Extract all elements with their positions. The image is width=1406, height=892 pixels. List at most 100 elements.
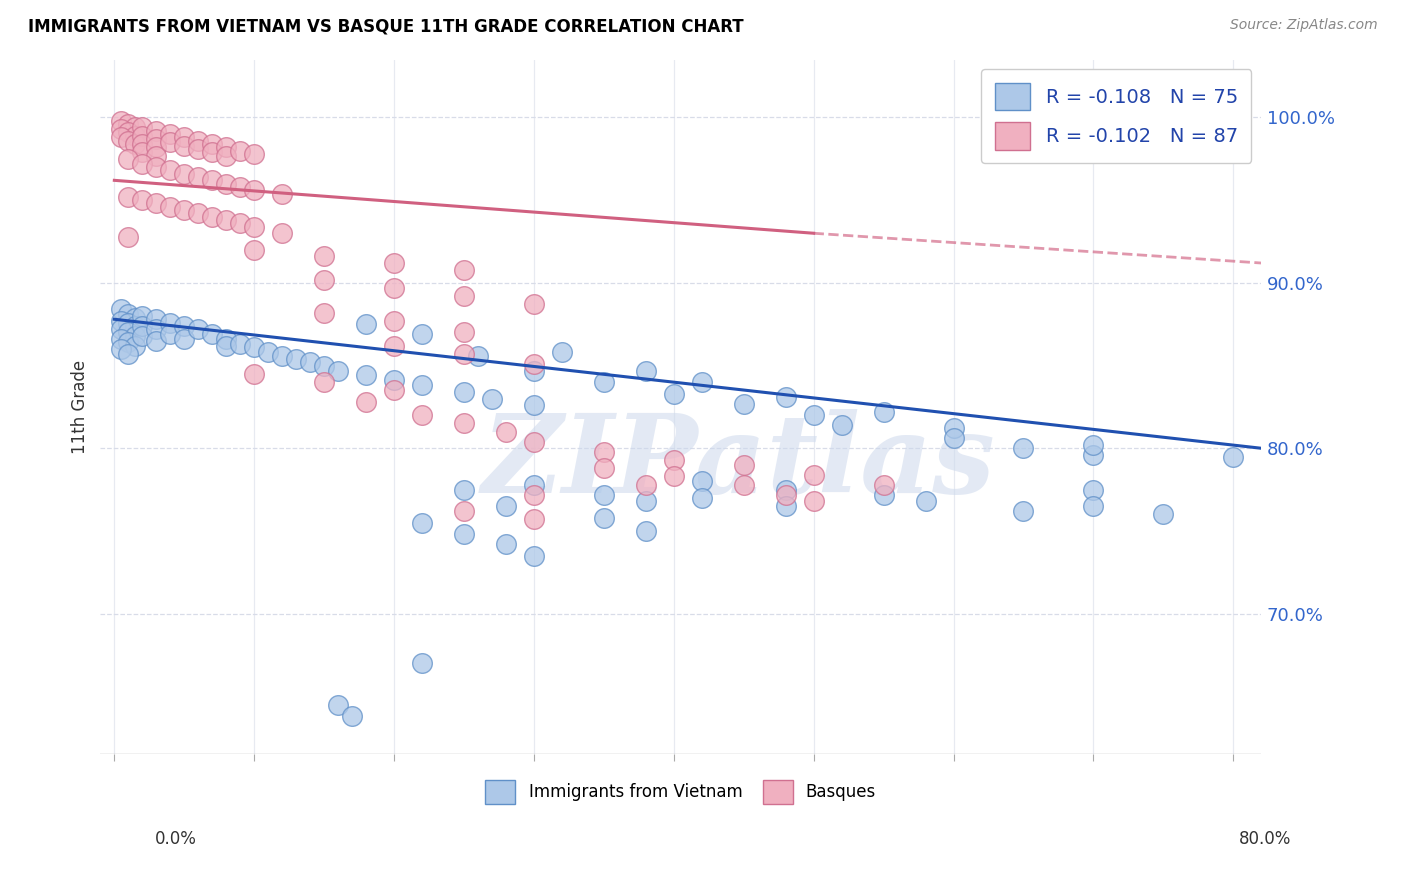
Point xyxy=(326,363,349,377)
Point xyxy=(453,326,475,340)
Point xyxy=(803,494,825,508)
Point xyxy=(271,186,294,201)
Point xyxy=(243,183,266,197)
Point xyxy=(662,386,685,401)
Point xyxy=(124,328,146,343)
Point xyxy=(117,347,139,361)
Point xyxy=(124,128,146,143)
Point xyxy=(201,210,224,224)
Y-axis label: 11th Grade: 11th Grade xyxy=(72,359,89,454)
Point xyxy=(495,425,517,439)
Point xyxy=(775,390,797,404)
Point xyxy=(314,249,336,263)
Point xyxy=(523,434,546,449)
Point xyxy=(411,408,433,422)
Point xyxy=(243,340,266,354)
Point xyxy=(299,355,322,369)
Point xyxy=(243,243,266,257)
Point xyxy=(481,392,503,406)
Point xyxy=(117,117,139,131)
Point xyxy=(495,499,517,513)
Point xyxy=(131,120,153,135)
Point xyxy=(110,342,132,356)
Point xyxy=(131,128,153,143)
Point xyxy=(229,216,252,230)
Point xyxy=(382,339,405,353)
Point xyxy=(131,157,153,171)
Point xyxy=(159,200,181,214)
Point xyxy=(110,302,132,317)
Text: 0.0%: 0.0% xyxy=(155,830,197,847)
Point xyxy=(145,196,167,211)
Point xyxy=(173,130,195,145)
Point xyxy=(523,477,546,491)
Point xyxy=(634,494,657,508)
Point xyxy=(131,145,153,160)
Point xyxy=(634,363,657,377)
Point xyxy=(131,136,153,151)
Point xyxy=(523,487,546,501)
Point xyxy=(271,226,294,240)
Point xyxy=(159,163,181,178)
Point xyxy=(229,144,252,158)
Point xyxy=(382,281,405,295)
Point xyxy=(145,160,167,174)
Point xyxy=(131,309,153,323)
Point xyxy=(314,375,336,389)
Point xyxy=(382,314,405,328)
Point xyxy=(187,134,209,148)
Point xyxy=(453,504,475,518)
Point xyxy=(733,477,755,491)
Point xyxy=(110,113,132,128)
Text: Source: ZipAtlas.com: Source: ZipAtlas.com xyxy=(1230,18,1378,32)
Point xyxy=(1012,442,1035,456)
Point xyxy=(592,510,614,524)
Point xyxy=(354,395,377,409)
Point xyxy=(124,318,146,333)
Point xyxy=(117,190,139,204)
Point xyxy=(145,132,167,146)
Point xyxy=(775,483,797,497)
Point xyxy=(117,335,139,350)
Point xyxy=(201,136,224,151)
Point xyxy=(411,657,433,671)
Point xyxy=(523,512,546,526)
Point xyxy=(110,322,132,336)
Point xyxy=(411,516,433,530)
Point xyxy=(145,140,167,154)
Point xyxy=(285,351,308,366)
Point xyxy=(872,477,894,491)
Point xyxy=(173,138,195,153)
Point xyxy=(453,262,475,277)
Point xyxy=(1152,508,1174,522)
Point xyxy=(131,328,153,343)
Point xyxy=(872,405,894,419)
Point xyxy=(467,349,489,363)
Point xyxy=(326,698,349,712)
Point xyxy=(173,318,195,333)
Point xyxy=(117,316,139,330)
Point xyxy=(495,537,517,551)
Point xyxy=(831,418,853,433)
Point xyxy=(215,177,238,191)
Point xyxy=(1012,504,1035,518)
Point xyxy=(243,367,266,381)
Point xyxy=(872,487,894,501)
Point xyxy=(145,148,167,162)
Point xyxy=(314,305,336,319)
Point xyxy=(775,487,797,501)
Point xyxy=(1083,499,1105,513)
Legend: Immigrants from Vietnam, Basques: Immigrants from Vietnam, Basques xyxy=(474,768,887,815)
Point xyxy=(110,130,132,145)
Point xyxy=(1083,448,1105,462)
Point xyxy=(690,475,713,489)
Point xyxy=(942,421,965,435)
Point xyxy=(1083,483,1105,497)
Text: ZIPatlas: ZIPatlas xyxy=(482,409,995,516)
Point xyxy=(173,203,195,218)
Point xyxy=(551,345,574,359)
Point xyxy=(145,334,167,348)
Point xyxy=(159,127,181,141)
Point xyxy=(592,487,614,501)
Point xyxy=(942,431,965,445)
